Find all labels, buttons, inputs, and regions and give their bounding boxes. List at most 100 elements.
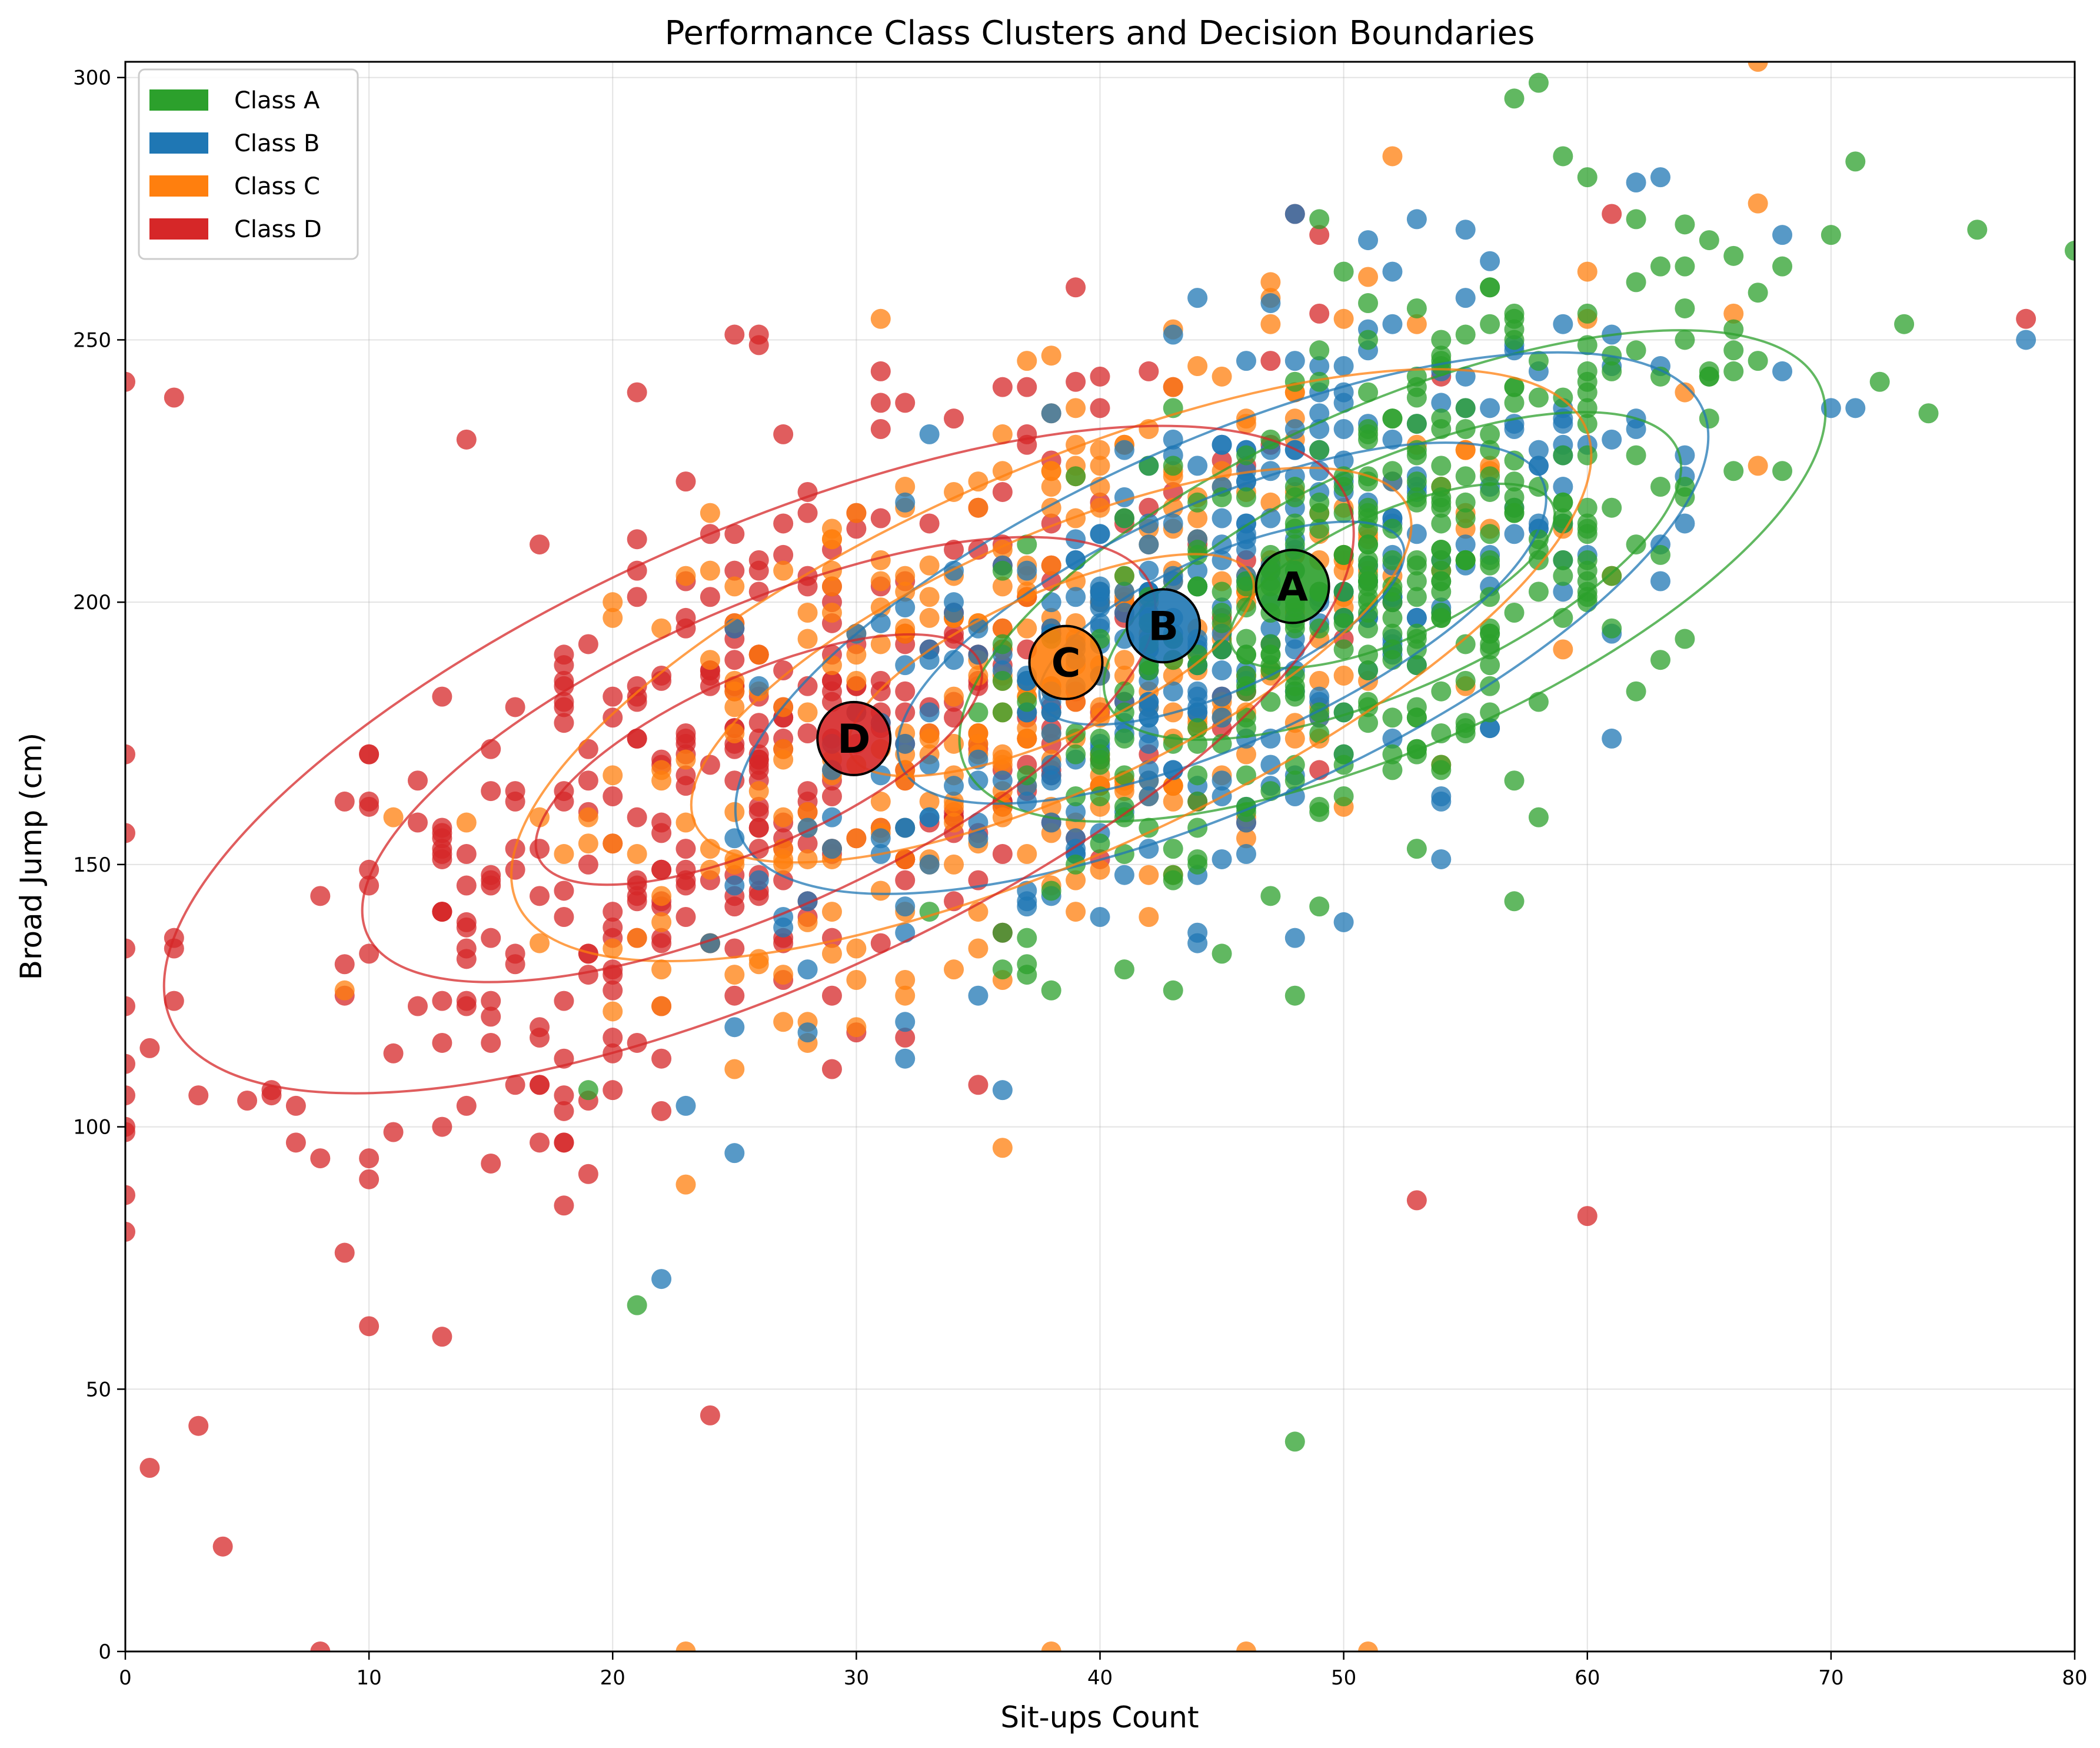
scatter-point <box>1431 571 1452 591</box>
scatter-point <box>1748 193 1768 214</box>
scatter-point <box>1553 146 1573 167</box>
scatter-point <box>651 933 672 953</box>
scatter-point <box>1041 477 1061 497</box>
scatter-point <box>554 713 574 733</box>
scatter-point <box>1480 398 1500 418</box>
scatter-point <box>359 1169 380 1189</box>
scatter-point <box>1675 487 1695 507</box>
scatter-point <box>530 534 550 555</box>
outlier-point <box>2065 240 2075 261</box>
outlier-point <box>188 1415 209 1436</box>
scatter-point <box>627 875 647 896</box>
scatter-point <box>1480 466 1500 487</box>
legend-swatch <box>149 132 208 154</box>
x-tick-label: 70 <box>1818 1666 1843 1690</box>
scatter-point <box>1333 639 1354 660</box>
scatter-point <box>530 839 550 859</box>
outlier-point <box>139 1458 160 1478</box>
scatter-point <box>651 859 672 880</box>
scatter-point <box>724 938 745 959</box>
scatter-point <box>724 324 745 345</box>
scatter-point <box>748 817 769 838</box>
scatter-point <box>1139 817 1159 838</box>
scatter-point <box>821 902 842 922</box>
scatter-point <box>773 513 794 534</box>
scatter-point <box>797 959 818 980</box>
scatter-point <box>1041 880 1061 901</box>
scatter-point <box>748 796 769 817</box>
scatter-point <box>1748 283 1768 303</box>
scatter-point <box>1480 555 1500 576</box>
scatter-point <box>603 980 623 1001</box>
scatter-point <box>968 644 989 665</box>
scatter-point <box>1382 461 1403 481</box>
scatter-point <box>1066 744 1086 765</box>
legend-swatch <box>149 89 208 111</box>
scatter-point <box>334 980 355 1001</box>
contour-line <box>534 633 983 886</box>
scatter-point <box>919 807 940 828</box>
scatter-point <box>1066 529 1086 550</box>
scatter-point <box>1212 707 1232 728</box>
scatter-point <box>919 791 940 812</box>
scatter-point <box>1480 251 1500 271</box>
scatter-point <box>1699 230 1719 251</box>
y-tick-label: 100 <box>73 1116 111 1139</box>
scatter-point <box>1114 440 1134 460</box>
scatter-point <box>748 644 769 665</box>
density-contours <box>162 329 1827 1095</box>
scatter-point <box>1260 351 1281 371</box>
centroid-label: D <box>837 716 870 763</box>
scatter-point <box>1187 560 1208 581</box>
scatter-point <box>1236 351 1256 371</box>
scatter-point <box>846 519 867 539</box>
legend-label: Class C <box>234 173 320 200</box>
x-tick-label: 40 <box>1087 1666 1113 1690</box>
scatter-point <box>1577 398 1598 418</box>
scatter-point <box>261 1085 282 1106</box>
scatter-point <box>1480 639 1500 660</box>
scatter-point <box>1309 371 1330 392</box>
scatter-point <box>1212 487 1232 507</box>
scatter-point <box>578 833 598 854</box>
scatter-point <box>139 1038 160 1058</box>
scatter-point <box>1406 471 1427 492</box>
scatter-point <box>1480 623 1500 644</box>
scatter-point <box>724 965 745 985</box>
scatter-point <box>1406 414 1427 434</box>
scatter-point <box>530 1075 550 1095</box>
scatter-point <box>919 513 940 534</box>
scatter-point <box>1748 351 1768 371</box>
scatter-point <box>505 954 525 975</box>
scatter-point <box>944 650 964 670</box>
scatter-point <box>1187 356 1208 377</box>
scatter-point <box>919 854 940 875</box>
scatter-point <box>895 393 916 413</box>
scatter-point <box>1139 560 1159 581</box>
scatter-point <box>1309 340 1330 361</box>
scatter-point <box>481 865 501 885</box>
scatter-point <box>870 550 891 570</box>
scatter-point <box>870 933 891 953</box>
scatter-point <box>1309 686 1330 707</box>
scatter-point <box>1528 387 1549 408</box>
scatter-point <box>797 503 818 523</box>
scatter-point <box>1553 639 1573 660</box>
scatter-point <box>1284 928 1305 948</box>
scatter-point <box>125 938 135 959</box>
scatter-point <box>1017 718 1037 739</box>
scatter-point <box>700 650 720 670</box>
scatter-point <box>1358 293 1379 314</box>
scatter-point <box>1723 340 1744 361</box>
scatter-point <box>481 781 501 802</box>
scatter-point <box>578 634 598 654</box>
scatter-point <box>919 702 940 723</box>
scatter-point <box>1187 849 1208 869</box>
scatter-point <box>1675 298 1695 318</box>
outlier-point <box>1528 72 1549 93</box>
scatter-point <box>125 1054 135 1074</box>
scatter-point <box>895 597 916 618</box>
scatter-point <box>1626 534 1646 555</box>
scatter-point <box>846 503 867 523</box>
scatter-point <box>821 529 842 550</box>
